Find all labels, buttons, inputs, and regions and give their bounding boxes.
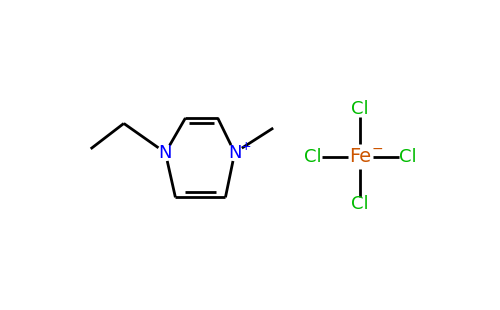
Text: N: N — [228, 144, 241, 162]
Text: Cl: Cl — [352, 195, 369, 213]
Text: +: + — [240, 140, 251, 153]
Text: Cl: Cl — [304, 148, 322, 166]
Text: Cl: Cl — [399, 148, 417, 166]
Text: N: N — [158, 144, 172, 162]
Text: Fe: Fe — [349, 147, 372, 166]
Text: Cl: Cl — [352, 100, 369, 118]
Text: −: − — [372, 142, 383, 156]
